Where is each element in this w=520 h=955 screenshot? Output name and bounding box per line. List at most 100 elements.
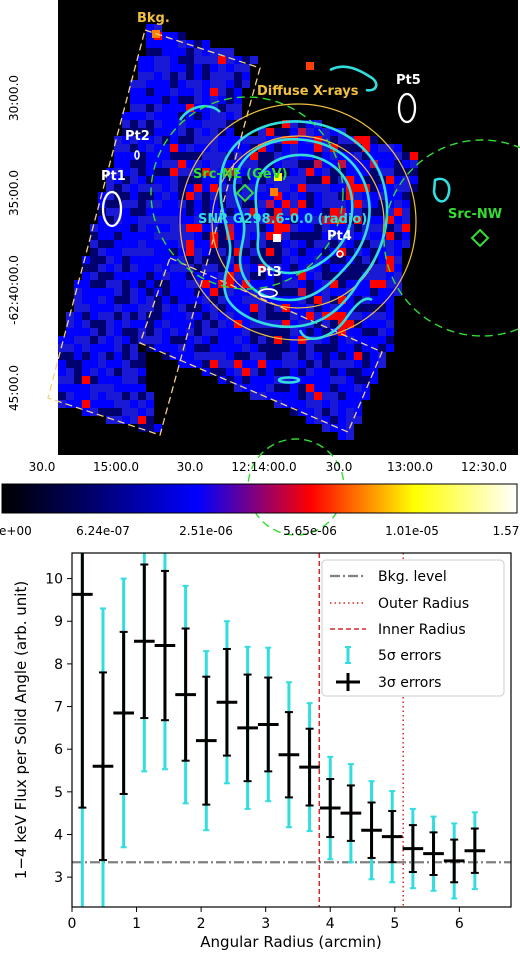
image-pixel <box>186 352 194 360</box>
image-pixel <box>338 392 346 400</box>
image-pixel <box>146 424 154 432</box>
image-pixel <box>122 192 130 200</box>
image-pixel <box>170 200 178 208</box>
image-pixel <box>178 80 186 88</box>
image-pixel <box>194 304 202 312</box>
image-pixel <box>218 296 226 304</box>
image-pixel <box>370 280 378 288</box>
image-pixel <box>266 328 274 336</box>
image-pixel <box>122 248 130 256</box>
image-pixel <box>146 152 154 160</box>
image-pixel <box>82 360 90 368</box>
image-y-tick: 30:00.0 <box>7 75 21 121</box>
image-pixel <box>266 256 274 264</box>
image-pixel <box>314 160 322 168</box>
image-pixel <box>274 304 282 312</box>
image-pixel <box>202 216 210 224</box>
image-pixel <box>290 272 298 280</box>
image-pixel <box>98 264 106 272</box>
image-pixel <box>266 248 274 256</box>
image-pixel <box>242 256 250 264</box>
image-pixel <box>242 336 250 344</box>
image-pixel <box>378 184 386 192</box>
image-pixel <box>210 352 218 360</box>
image-pixel <box>202 152 210 160</box>
label-src-ne: Src-NE (GeV) <box>193 167 288 182</box>
image-pixel <box>266 312 274 320</box>
image-pixel <box>330 352 338 360</box>
image-pixel <box>170 152 178 160</box>
image-pixel <box>210 96 218 104</box>
image-pixel <box>226 208 234 216</box>
image-pixel <box>66 368 74 376</box>
image-pixel <box>178 296 186 304</box>
image-pixel <box>258 200 266 208</box>
image-pixel <box>218 80 226 88</box>
image-pixel <box>98 352 106 360</box>
image-pixel <box>146 296 154 304</box>
image-pixel <box>242 72 250 80</box>
image-pixel <box>114 168 122 176</box>
image-pixel <box>330 240 338 248</box>
image-pixel <box>210 360 218 368</box>
image-pixel <box>258 232 266 240</box>
image-pixel <box>242 232 250 240</box>
image-pixel <box>330 232 338 240</box>
image-pixel <box>138 208 146 216</box>
image-pixel <box>282 264 290 272</box>
image-pixel <box>298 272 306 280</box>
image-pixel <box>178 32 186 40</box>
image-pixel <box>242 240 250 248</box>
image-pixel-bright <box>273 234 281 242</box>
image-pixel <box>402 168 410 176</box>
image-pixel <box>402 152 410 160</box>
image-pixel <box>314 168 322 176</box>
image-pixel <box>106 280 114 288</box>
image-pixel <box>178 304 186 312</box>
image-pixel <box>114 248 122 256</box>
image-pixel <box>90 328 98 336</box>
image-pixel <box>298 240 306 248</box>
image-pixel <box>346 336 354 344</box>
image-pixel <box>146 88 154 96</box>
image-pixel <box>274 144 282 152</box>
image-pixel <box>122 312 130 320</box>
image-pixel <box>114 304 122 312</box>
image-pixel <box>274 320 282 328</box>
y-tick-label: 5 <box>54 785 63 801</box>
image-pixel <box>130 296 138 304</box>
x-tick-label: 2 <box>197 916 206 932</box>
label-diffuse-xrays: Diffuse X-rays <box>257 84 359 99</box>
image-pixel <box>218 176 226 184</box>
image-pixel <box>322 200 330 208</box>
image-pixel <box>146 120 154 128</box>
image-pixel <box>394 216 402 224</box>
image-pixel <box>314 408 322 416</box>
image-pixel <box>178 248 186 256</box>
image-pixel <box>154 272 162 280</box>
image-pixel <box>194 48 202 56</box>
image-x-tick: 15:00.0 <box>93 460 139 474</box>
image-pixel <box>138 224 146 232</box>
image-pixel <box>178 120 186 128</box>
image-pixel <box>338 168 346 176</box>
image-pixel <box>138 96 146 104</box>
image-pixel <box>122 296 130 304</box>
image-pixel <box>114 256 122 264</box>
image-pixel <box>338 376 346 384</box>
image-pixel <box>106 384 114 392</box>
image-pixel <box>186 40 194 48</box>
image-pixel <box>210 48 218 56</box>
image-pixel <box>170 352 178 360</box>
image-pixel <box>130 368 138 376</box>
image-pixel <box>250 376 258 384</box>
image-pixel <box>410 176 418 184</box>
image-pixel <box>346 416 354 424</box>
image-pixel <box>130 384 138 392</box>
image-pixel <box>122 160 130 168</box>
image-pixel <box>202 360 210 368</box>
image-pixel <box>130 408 138 416</box>
image-pixel <box>362 328 370 336</box>
image-pixel <box>314 312 322 320</box>
image-pixel <box>106 224 114 232</box>
